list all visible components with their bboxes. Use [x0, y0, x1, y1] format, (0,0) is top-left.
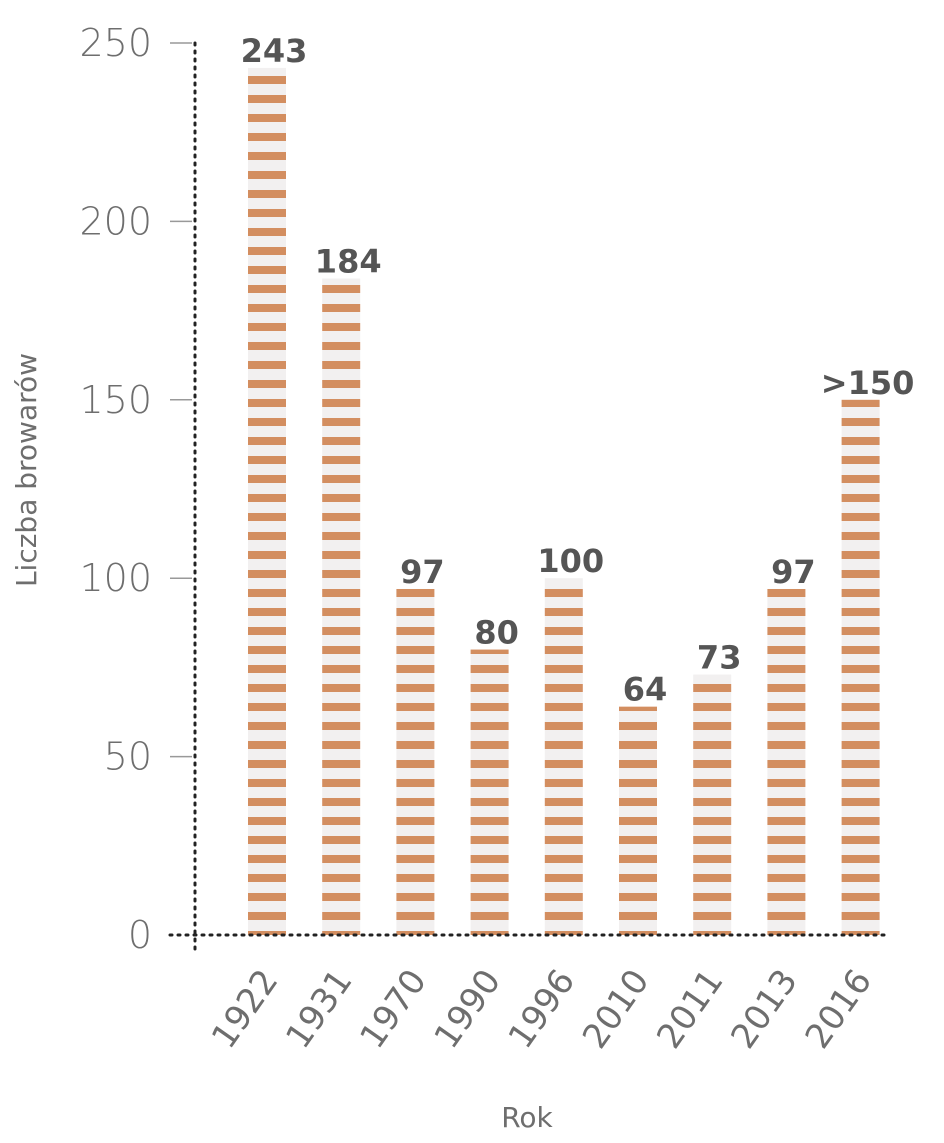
bar-2016	[841, 399, 880, 935]
bar-1990	[470, 649, 509, 935]
value-labels: 243 184 97 80 100 64 73 97 >150	[241, 32, 915, 709]
x-tick-label-1922: 1922	[204, 962, 286, 1056]
value-label-2016: >150	[821, 364, 915, 402]
y-tick-label: 250	[79, 21, 152, 65]
x-tick-label-1931: 1931	[278, 962, 360, 1056]
bar-1922	[248, 67, 286, 935]
value-label-1970: 97	[400, 553, 445, 591]
y-tick-label: 150	[79, 378, 152, 422]
y-tick-label: 100	[79, 556, 152, 600]
y-tick-label: 200	[79, 199, 152, 243]
value-label-1996: 100	[537, 542, 604, 580]
y-axis-title: Liczba browarów	[10, 353, 43, 587]
bar-2011	[693, 674, 732, 935]
x-tick-label-1970: 1970	[352, 962, 434, 1056]
bars	[248, 67, 880, 935]
x-tick-label-2016: 2016	[798, 962, 880, 1056]
bar-2013	[767, 588, 806, 935]
bar-1970	[396, 588, 435, 935]
x-tick-label-1990: 1990	[427, 962, 509, 1056]
value-label-2011: 73	[697, 639, 742, 677]
x-tick-label-2013: 2013	[723, 962, 805, 1056]
x-tick-label-1996: 1996	[501, 962, 583, 1056]
value-label-1990: 80	[474, 614, 519, 652]
y-tick-label: 50	[104, 735, 152, 779]
value-label-1931: 184	[315, 242, 382, 280]
value-label-1922: 243	[241, 32, 308, 70]
value-label-2013: 97	[771, 553, 816, 591]
bar-2010	[619, 706, 657, 935]
value-label-2010: 64	[623, 671, 668, 709]
x-tick-label-2010: 2010	[575, 962, 657, 1056]
y-axis-ticks: 0 50 100 150 200 250	[79, 21, 192, 957]
x-tick-label-2011: 2011	[649, 962, 731, 1056]
bar-1996	[544, 578, 583, 935]
y-tick-label: 0	[128, 913, 152, 957]
bar-1931	[322, 278, 361, 935]
x-axis-title: Rok	[501, 1101, 553, 1134]
